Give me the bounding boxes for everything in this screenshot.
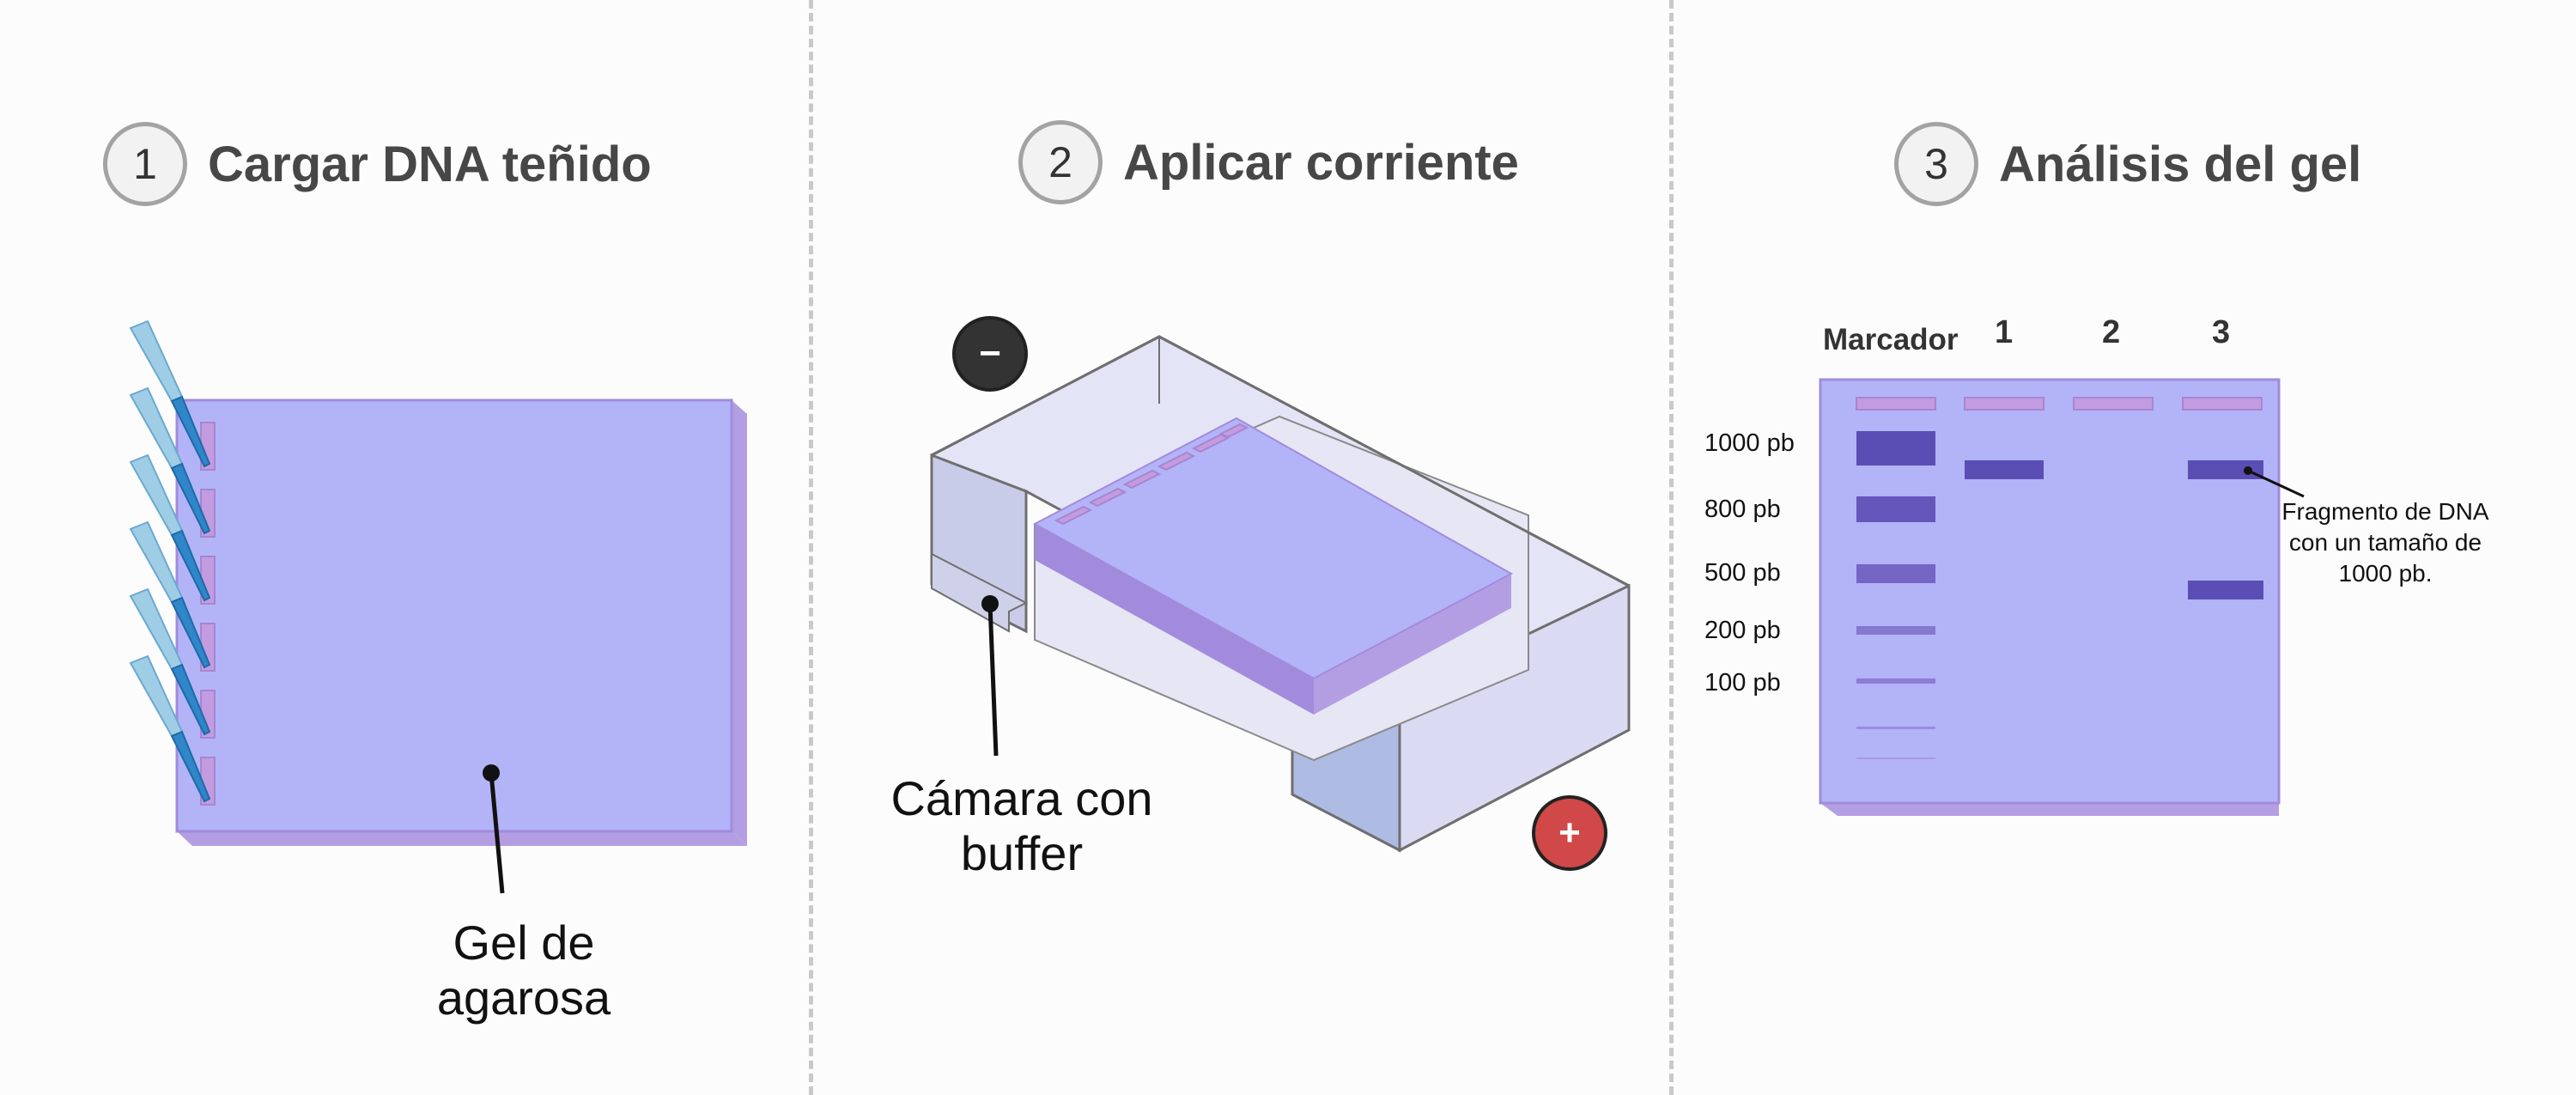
pipette-tip-icon bbox=[129, 319, 211, 468]
ladder-band bbox=[1856, 727, 1935, 729]
result-gel-wells bbox=[1856, 397, 2263, 411]
right-reservoir-front bbox=[1398, 583, 1631, 853]
gel-well bbox=[1088, 487, 1127, 508]
ladder-band bbox=[1856, 431, 1935, 465]
gel-well bbox=[1122, 469, 1162, 490]
chamber-label-line1: Cámara con bbox=[890, 771, 1153, 825]
pipette-tip-icon bbox=[129, 386, 211, 535]
chamber-label-dot bbox=[981, 595, 999, 612]
lane-header-2: 2 bbox=[2102, 314, 2121, 350]
pipette-tip-icon bbox=[129, 587, 211, 736]
ladder-band bbox=[1856, 496, 1935, 522]
left-reservoir-inner bbox=[931, 552, 1029, 633]
gel-label-line2: agarosa bbox=[436, 970, 611, 1025]
gel-well bbox=[2182, 397, 2263, 411]
ladder-label-1000: 1000 pb bbox=[1704, 429, 1795, 457]
gel-bottom-face bbox=[177, 831, 747, 846]
chamber-label-line2: buffer bbox=[960, 826, 1084, 880]
step-3-number: 3 bbox=[1894, 122, 1978, 206]
chamber-gel-side bbox=[1035, 524, 1314, 715]
ladder-band bbox=[1856, 564, 1935, 583]
panel-divider-2 bbox=[1669, 0, 1674, 1095]
negative-symbol: − bbox=[979, 332, 1001, 374]
ladder-band bbox=[1856, 757, 1935, 759]
annotation-line3: 1000 pb. bbox=[2338, 560, 2433, 587]
step-2-number: 2 bbox=[1018, 120, 1103, 204]
negative-terminal: − bbox=[952, 316, 1028, 392]
gel-label-dot bbox=[483, 764, 500, 782]
gel-label-line1: Gel de bbox=[453, 916, 595, 970]
chamber-gel-side-right bbox=[1314, 574, 1511, 715]
marker-ladder bbox=[1856, 431, 1935, 759]
agarose-gel bbox=[175, 398, 733, 833]
pipette-tip-icon bbox=[129, 453, 211, 602]
pipettes bbox=[129, 319, 211, 803]
lane-header-marker: Marcador bbox=[1823, 323, 1959, 356]
ladder-label-200: 200 pb bbox=[1704, 617, 1781, 644]
panel-1-illustration bbox=[129, 319, 747, 894]
gel-well bbox=[2073, 397, 2154, 411]
lane-3-band-1000 bbox=[2188, 460, 2263, 479]
lane-3-band-lower bbox=[2188, 581, 2263, 599]
positive-symbol: + bbox=[1558, 812, 1581, 854]
gel-well bbox=[1218, 423, 1249, 439]
step-1-number: 1 bbox=[103, 122, 187, 206]
ladder-label-800: 800 pb bbox=[1704, 496, 1781, 523]
gel-label-leader bbox=[489, 772, 505, 894]
fragment-annotation: Fragmento de DNA con un tamaño de 1000 p… bbox=[2257, 496, 2514, 589]
result-gel-bottom bbox=[1820, 803, 2279, 816]
lane-header-3: 3 bbox=[2212, 314, 2231, 350]
step-3-header: 3 Análisis del gel bbox=[1894, 122, 2361, 206]
gel-label: Gel de agarosa bbox=[378, 916, 670, 1025]
step-2-title: Aplicar corriente bbox=[1123, 134, 1519, 191]
pipette-tip-icon bbox=[129, 654, 211, 803]
gel-well bbox=[1856, 397, 1936, 411]
ladder-label-100: 100 pb bbox=[1704, 669, 1781, 697]
positive-terminal: + bbox=[1532, 795, 1607, 871]
gel-well bbox=[1964, 397, 2044, 411]
annotation-line1: Fragmento de DNA bbox=[2281, 498, 2489, 525]
gel-side-face bbox=[732, 400, 747, 846]
lane-header-1: 1 bbox=[1995, 314, 2014, 350]
chamber-gel-top bbox=[1032, 417, 1514, 680]
chamber-label-leader bbox=[987, 603, 999, 757]
step-3-title: Análisis del gel bbox=[1999, 136, 2362, 192]
annotation-line2: con un tamaño de bbox=[2288, 529, 2482, 556]
ladder-band bbox=[1856, 626, 1935, 635]
step-1-header: 1 Cargar DNA teñido bbox=[103, 122, 652, 206]
ladder-band bbox=[1856, 678, 1935, 684]
chamber-gel-wells bbox=[1054, 423, 1249, 526]
ladder-label-500: 500 pb bbox=[1704, 559, 1781, 587]
step-1-title: Cargar DNA teñido bbox=[208, 136, 652, 192]
panel-divider-1 bbox=[809, 0, 813, 1095]
chamber-label: Cámara con buffer bbox=[867, 771, 1176, 881]
lane-1-band bbox=[1965, 460, 2044, 479]
annotation-leader bbox=[2247, 469, 2305, 498]
gel-well bbox=[1054, 505, 1093, 526]
pipette-tip-icon bbox=[129, 520, 211, 669]
gel-well bbox=[1157, 451, 1196, 471]
step-2-header: 2 Aplicar corriente bbox=[1018, 120, 1519, 204]
annotation-dot bbox=[2244, 466, 2252, 475]
